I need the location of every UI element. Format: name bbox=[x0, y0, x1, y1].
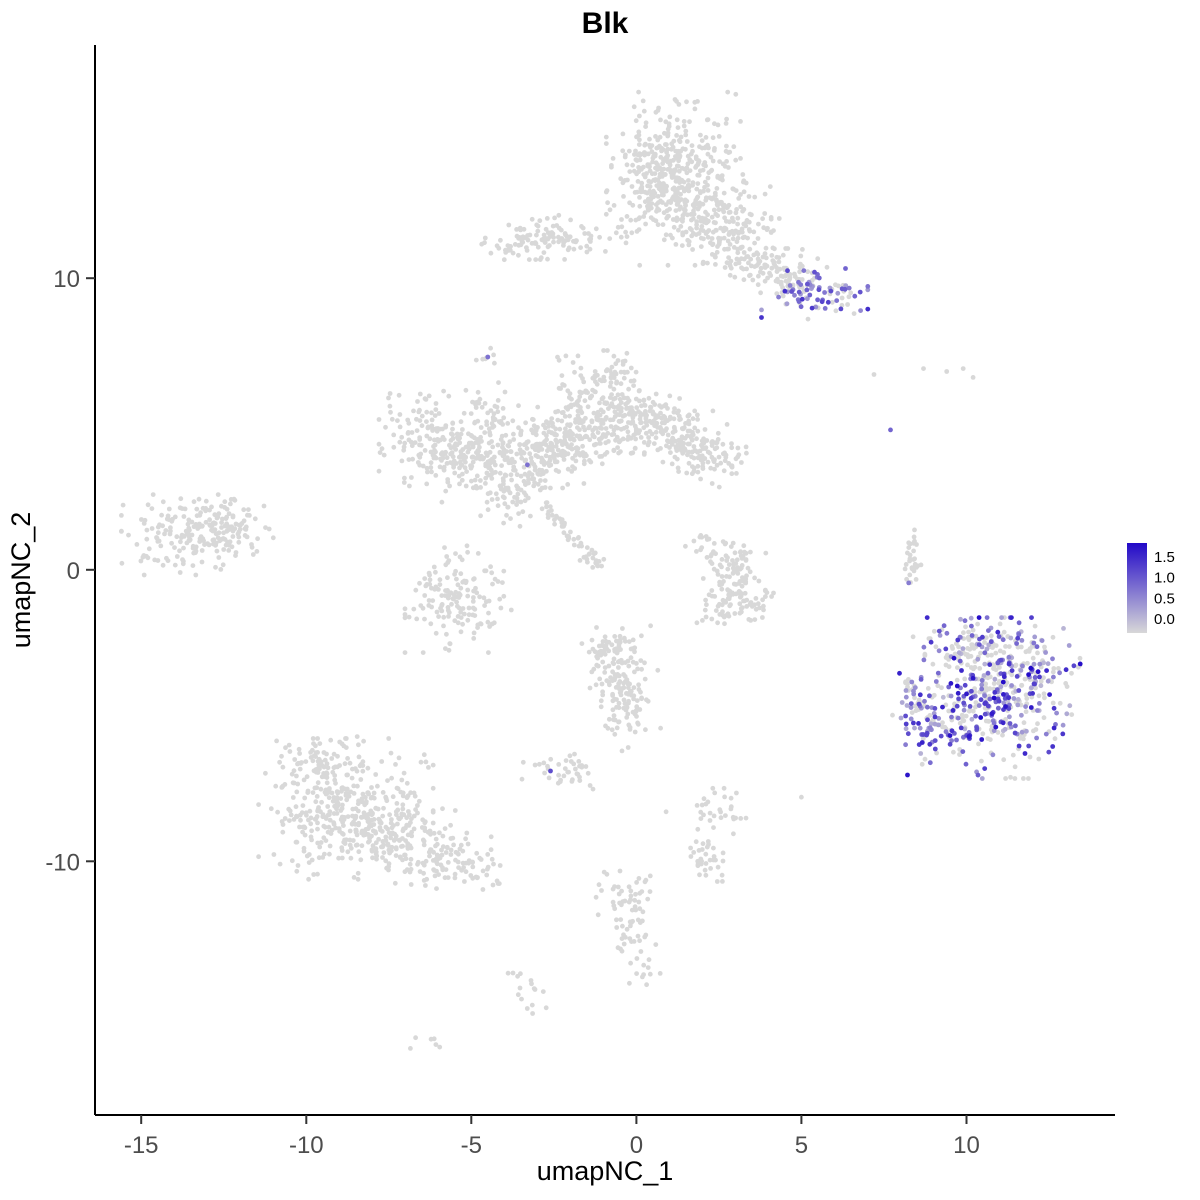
y-tick-label: 10 bbox=[53, 266, 80, 293]
x-tick-label: 0 bbox=[630, 1132, 643, 1159]
x-axis-title: umapNC_1 bbox=[537, 1156, 674, 1186]
colorbar-tick-label: 0.0 bbox=[1154, 611, 1175, 628]
colorbar-gradient bbox=[1127, 543, 1147, 633]
colorbar-tick-label: 1.0 bbox=[1154, 570, 1175, 587]
y-tick-label: -10 bbox=[45, 849, 80, 876]
y-tick-label: 0 bbox=[67, 558, 80, 585]
x-tick-label: -5 bbox=[461, 1132, 482, 1159]
x-tick-label: 5 bbox=[795, 1132, 808, 1159]
x-tick-label: -15 bbox=[124, 1132, 159, 1159]
axes: -15 -10 -5 0 5 10 -10 0 10 bbox=[45, 45, 1115, 1159]
scatter-points bbox=[119, 89, 1083, 1051]
y-axis-title: umapNC_2 bbox=[6, 512, 36, 649]
plot-title: Blk bbox=[582, 7, 629, 40]
x-tick-label: 10 bbox=[953, 1132, 980, 1159]
colorbar-legend: 1.5 1.0 0.5 0.0 bbox=[1127, 543, 1175, 633]
colorbar-tick-label: 0.5 bbox=[1154, 590, 1175, 607]
colorbar-tick-label: 1.5 bbox=[1154, 549, 1175, 566]
x-tick-label: -10 bbox=[289, 1132, 324, 1159]
